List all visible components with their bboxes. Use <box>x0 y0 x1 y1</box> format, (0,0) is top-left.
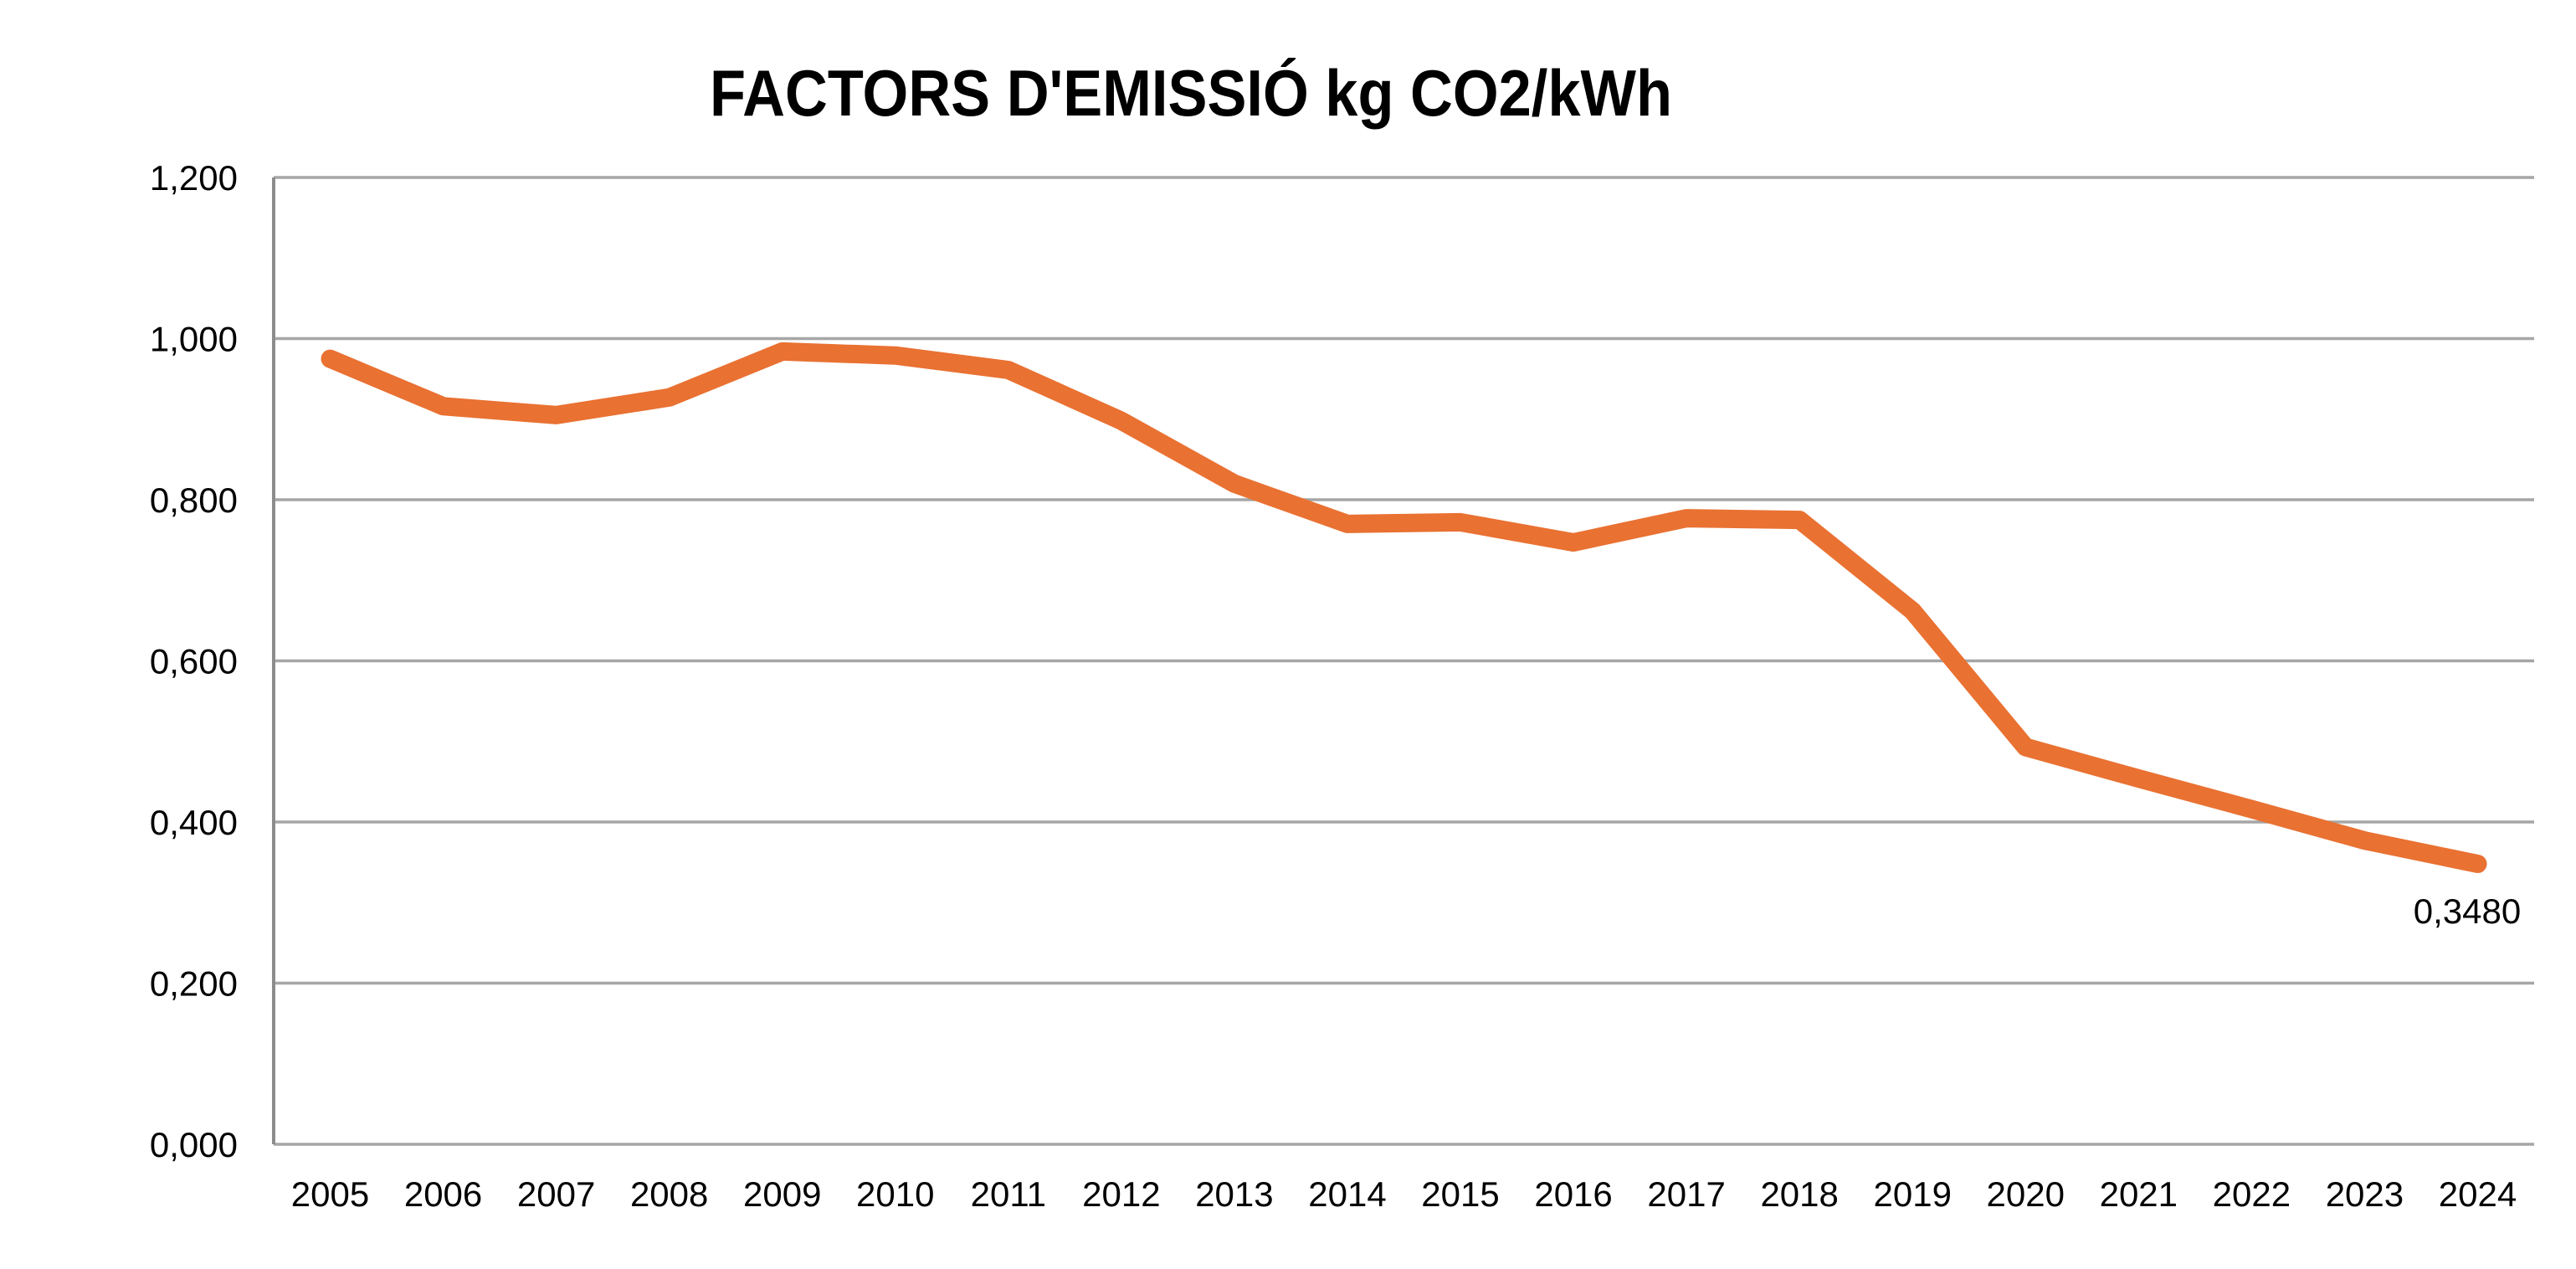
x-axis-tick-label: 2007 <box>517 1174 595 1214</box>
x-axis-tick-label: 2021 <box>2100 1174 2178 1214</box>
y-axis-tick-label: 0,800 <box>150 480 238 520</box>
x-axis-tick-label: 2015 <box>1421 1174 1499 1214</box>
y-axis-labels-group: 0,000 0,200 0,400 0,600 0,800 1,000 1,200 <box>150 158 238 1164</box>
x-axis-tick-label: 2020 <box>1987 1174 2065 1214</box>
x-axis-tick-label: 2013 <box>1195 1174 1273 1214</box>
x-axis-tick-label: 2010 <box>856 1174 934 1214</box>
x-axis-tick-label: 2024 <box>2439 1174 2517 1214</box>
y-axis-tick-label: 0,200 <box>150 964 238 1004</box>
x-axis-tick-label: 2011 <box>971 1174 1046 1214</box>
y-axis-tick-label: 0,600 <box>150 642 238 681</box>
x-axis-tick-label: 2023 <box>2326 1174 2404 1214</box>
x-axis-tick-label: 2022 <box>2213 1174 2291 1214</box>
x-axis-tick-label: 2018 <box>1760 1174 1838 1214</box>
last-point-data-label: 0,3480 <box>2414 891 2521 931</box>
chart-title: FACTORS D'EMISSIÓ kg CO2/kWh <box>710 56 1672 130</box>
y-axis-tick-label: 1,200 <box>150 158 238 198</box>
x-axis-tick-label: 2019 <box>1874 1174 1952 1214</box>
y-axis-tick-label: 0,000 <box>150 1125 238 1164</box>
x-axis-tick-label: 2005 <box>291 1174 369 1214</box>
x-axis-tick-label: 2016 <box>1534 1174 1612 1214</box>
x-axis-tick-label: 2017 <box>1647 1174 1725 1214</box>
y-axis-tick-label: 1,000 <box>150 320 238 359</box>
emission-series-line <box>321 342 2487 873</box>
x-axis-tick-label: 2006 <box>404 1174 482 1214</box>
gridlines-group <box>274 176 2534 1146</box>
x-axis-labels-group: 2005 2006 2007 2008 2009 2010 2011 2012 2013 2014… <box>291 1174 2517 1214</box>
x-axis-tick-label: 2009 <box>743 1174 821 1214</box>
x-axis-tick-label: 2014 <box>1308 1174 1386 1214</box>
x-axis-tick-label: 2008 <box>630 1174 708 1214</box>
x-axis-tick-label: 2012 <box>1082 1174 1160 1214</box>
y-axis-tick-label: 0,400 <box>150 803 238 842</box>
